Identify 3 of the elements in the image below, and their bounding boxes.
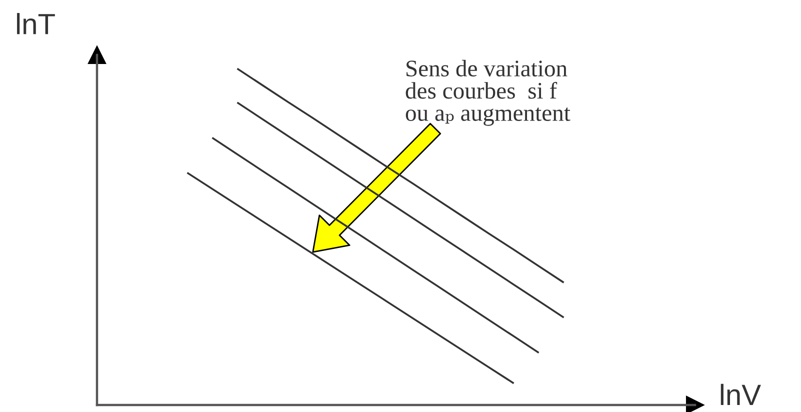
annotation: Sens de variation des courbes si f ou aₚ augmentent <box>406 60 570 126</box>
x-axis-title: lnV <box>720 384 761 405</box>
y-axis-title: lnT <box>17 13 55 34</box>
